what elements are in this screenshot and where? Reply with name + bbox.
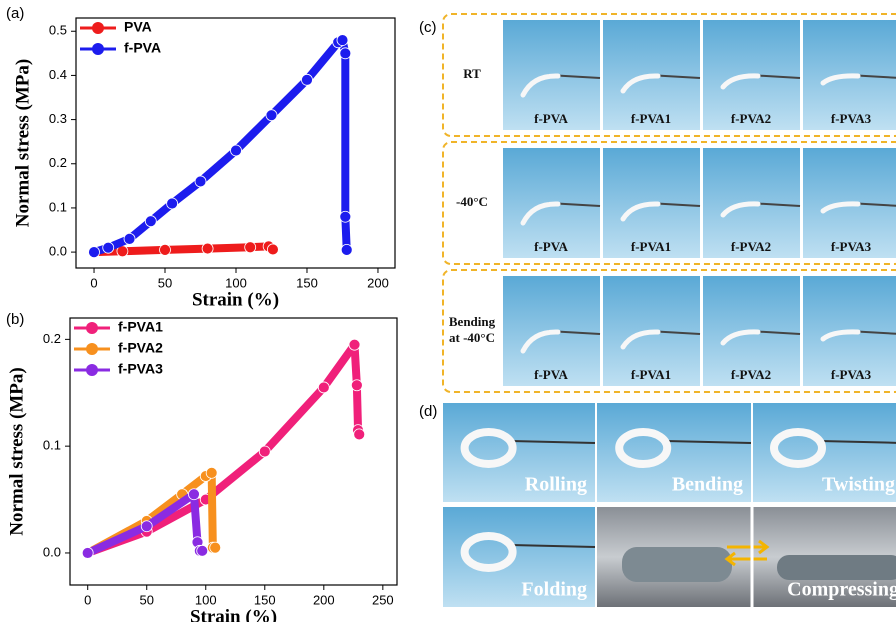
legend-label: f-PVA1 bbox=[118, 319, 163, 335]
data-point bbox=[197, 545, 208, 556]
data-point bbox=[267, 244, 278, 255]
y-tick-label: 0.1 bbox=[43, 438, 61, 453]
photo-label: Folding bbox=[521, 579, 587, 601]
data-point bbox=[141, 521, 152, 532]
legend-label: PVA bbox=[124, 19, 152, 35]
row-label: -40°C bbox=[456, 194, 488, 209]
panel-label: (d) bbox=[419, 403, 437, 420]
data-point bbox=[301, 74, 312, 85]
x-tick-label: 150 bbox=[254, 592, 276, 607]
data-point bbox=[354, 429, 365, 440]
data-point bbox=[103, 242, 114, 253]
photo-label: f-PVA1 bbox=[631, 367, 671, 382]
x-tick-label: 0 bbox=[90, 275, 97, 290]
data-point bbox=[160, 244, 171, 255]
data-point bbox=[341, 244, 352, 255]
panel-label: (b) bbox=[6, 311, 24, 328]
row-label: RT bbox=[463, 66, 481, 81]
data-point bbox=[202, 243, 213, 254]
photo-label: f-PVA3 bbox=[831, 111, 872, 126]
x-tick-label: 50 bbox=[139, 592, 153, 607]
y-tick-label: 0.0 bbox=[49, 244, 67, 259]
data-point bbox=[188, 489, 199, 500]
photo-label: f-PVA3 bbox=[831, 367, 872, 382]
y-tick-label: 0.3 bbox=[49, 111, 67, 126]
legend-marker bbox=[86, 343, 98, 355]
x-tick-label: 50 bbox=[158, 275, 172, 290]
photo-label: f-PVA bbox=[534, 367, 568, 382]
data-point bbox=[195, 176, 206, 187]
photo-label: f-PVA bbox=[534, 111, 568, 126]
x-tick-label: 100 bbox=[195, 592, 217, 607]
y-axis-label: Normal stress (MPa) bbox=[6, 367, 27, 536]
data-point bbox=[266, 110, 277, 121]
data-point bbox=[145, 216, 156, 227]
data-point bbox=[206, 467, 217, 478]
x-tick-label: 150 bbox=[296, 275, 318, 290]
data-point bbox=[318, 382, 329, 393]
x-tick-label: 250 bbox=[372, 592, 394, 607]
photo bbox=[777, 555, 896, 580]
photo-label: f-PVA2 bbox=[731, 367, 771, 382]
photo-label: Rolling bbox=[525, 474, 587, 496]
data-point bbox=[82, 547, 93, 558]
legend-marker bbox=[92, 43, 104, 55]
photo-label: f-PVA2 bbox=[731, 111, 771, 126]
data-point bbox=[351, 380, 362, 391]
legend-marker bbox=[86, 364, 98, 376]
data-point bbox=[167, 198, 178, 209]
y-tick-label: 0.4 bbox=[49, 67, 67, 82]
legend-label: f-PVA bbox=[124, 40, 161, 56]
photo-label: f-PVA2 bbox=[731, 239, 771, 254]
photo-label: Bending bbox=[672, 474, 743, 496]
photo-label: f-PVA1 bbox=[631, 239, 671, 254]
legend-marker bbox=[86, 322, 98, 334]
y-tick-label: 0.2 bbox=[49, 155, 67, 170]
legend-marker bbox=[92, 22, 104, 34]
data-point bbox=[349, 339, 360, 350]
data-point bbox=[245, 242, 256, 253]
x-tick-label: 100 bbox=[225, 275, 247, 290]
photo bbox=[622, 547, 732, 582]
photo-label: f-PVA3 bbox=[831, 239, 872, 254]
photo-label: f-PVA bbox=[534, 239, 568, 254]
photo-label: Compressing bbox=[787, 579, 896, 601]
data-point bbox=[210, 542, 221, 553]
photo-label: Twisting bbox=[822, 474, 895, 496]
x-axis-label: Strain (%) bbox=[190, 606, 277, 622]
data-point bbox=[340, 48, 351, 59]
data-point bbox=[340, 211, 351, 222]
data-point bbox=[89, 247, 100, 258]
x-tick-label: 200 bbox=[367, 275, 389, 290]
x-tick-label: 200 bbox=[313, 592, 335, 607]
panel-label: (c) bbox=[419, 19, 437, 36]
photo-label: f-PVA1 bbox=[631, 111, 671, 126]
legend-label: f-PVA3 bbox=[118, 361, 163, 377]
y-tick-label: 0.0 bbox=[43, 544, 61, 559]
series-line bbox=[94, 40, 347, 252]
row-label: at -40°C bbox=[449, 330, 495, 345]
panel-label: (a) bbox=[6, 5, 24, 22]
x-axis-label: Strain (%) bbox=[192, 289, 279, 310]
row-label: Bending bbox=[449, 314, 496, 329]
y-tick-label: 0.5 bbox=[49, 23, 67, 38]
y-axis-label: Normal stress (MPa) bbox=[12, 59, 33, 228]
data-point bbox=[230, 145, 241, 156]
figure: (a) 0 50 100 150 200 0.0 0.1 0.2 0.3 0.4 0.5 Strain … bbox=[0, 0, 896, 622]
y-tick-label: 0.1 bbox=[49, 199, 67, 214]
y-tick-label: 0.2 bbox=[43, 331, 61, 346]
data-point bbox=[124, 233, 135, 244]
legend-label: f-PVA2 bbox=[118, 340, 163, 356]
data-point bbox=[337, 35, 348, 46]
x-tick-label: 0 bbox=[84, 592, 91, 607]
data-point bbox=[259, 446, 270, 457]
